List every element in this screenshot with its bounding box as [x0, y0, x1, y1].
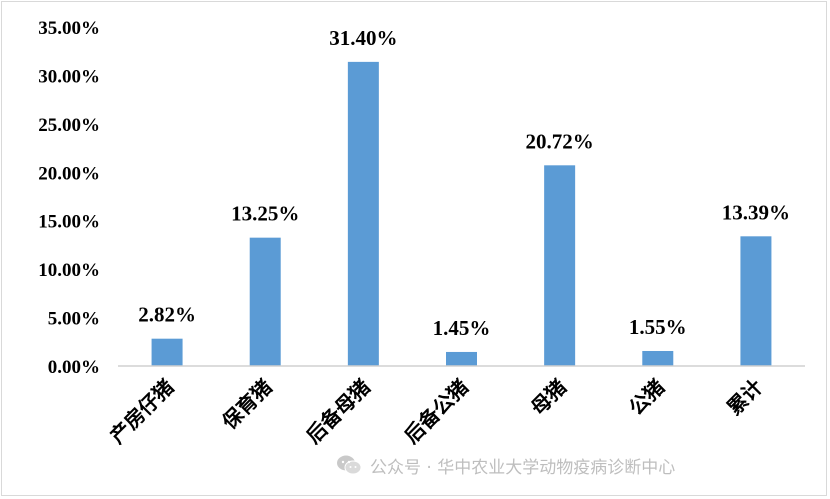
y-tick-label: 0.00% [48, 357, 100, 378]
y-tick-label: 30.00% [38, 66, 100, 87]
bar [544, 165, 576, 366]
bar [642, 350, 674, 366]
bar [249, 237, 281, 366]
bars [151, 61, 772, 367]
x-axis-category-labels: 产房仔猪 保育猪 后备母猪 后备公猪 母猪 公猪 累计 [105, 375, 767, 449]
y-axis-tick-labels: 0.00% 5.00% 10.00% 15.00% 20.00% 25.00% 30.00%… [38, 18, 100, 378]
data-label: 13.25% [231, 202, 299, 226]
category-label: 累计 [722, 375, 767, 420]
bar [151, 338, 183, 366]
data-labels: 2.82% 13.25% 31.40% 1.45% 20.72% 1.55% 13.39% [138, 26, 790, 340]
category-label: 后备公猪 [399, 375, 473, 449]
data-label: 1.55% [629, 315, 687, 339]
data-label: 20.72% [526, 129, 594, 153]
y-tick-label: 5.00% [48, 309, 100, 330]
watermark-text: 公众号 · 华中农业大学动物疫病诊断中心 [370, 457, 676, 478]
category-label: 后备母猪 [301, 375, 375, 449]
y-tick-label: 35.00% [38, 18, 100, 39]
data-label: 13.39% [722, 200, 790, 224]
bar [347, 61, 379, 367]
bar [446, 351, 477, 366]
category-label: 母猪 [526, 375, 571, 420]
y-tick-label: 10.00% [38, 260, 100, 281]
data-label: 2.82% [138, 303, 196, 327]
watermark: 公众号 · 华中农业大学动物疫病诊断中心 [336, 452, 675, 478]
data-label: 31.40% [329, 26, 397, 50]
data-label: 1.45% [433, 316, 491, 340]
y-tick-label: 20.00% [38, 163, 100, 184]
category-label: 产房仔猪 [105, 375, 179, 449]
y-tick-label: 25.00% [38, 115, 100, 136]
y-tick-label: 15.00% [38, 212, 100, 233]
bar [740, 236, 772, 366]
category-label: 保育猪 [217, 375, 277, 435]
category-label: 公猪 [624, 375, 669, 420]
wechat-icon [337, 455, 362, 475]
